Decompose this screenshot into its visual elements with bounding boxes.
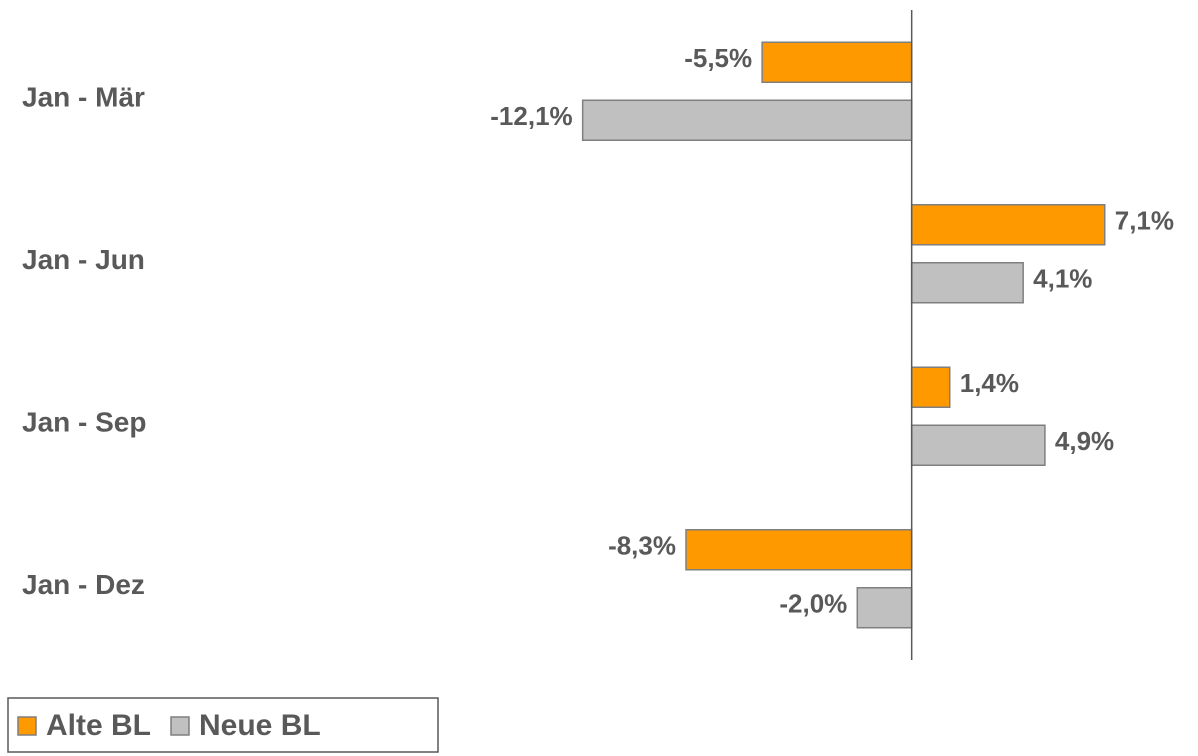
value-label: 7,1%	[1115, 206, 1174, 236]
value-label: 4,1%	[1033, 264, 1092, 294]
legend-label: Neue BL	[199, 709, 321, 742]
value-label: -5,5%	[684, 43, 752, 73]
category-label: Jan - Dez	[22, 569, 145, 600]
value-label: -2,0%	[779, 589, 847, 619]
bar	[910, 424, 1046, 466]
value-label: -12,1%	[490, 101, 572, 131]
category-label: Jan - Jun	[22, 244, 145, 275]
bar	[761, 41, 913, 83]
legend-box	[7, 697, 439, 753]
legend-label: Alte BL	[46, 709, 151, 742]
category-label: Jan - Mär	[22, 82, 145, 113]
category-label: Jan - Sep	[22, 407, 146, 438]
legend-swatch	[170, 716, 190, 736]
bar	[685, 529, 913, 571]
value-label: 1,4%	[960, 368, 1019, 398]
bar	[856, 587, 913, 629]
bar	[910, 204, 1106, 246]
bar	[910, 366, 951, 408]
bar	[581, 99, 913, 141]
value-label: -8,3%	[608, 531, 676, 561]
bar	[910, 262, 1024, 304]
value-label: 4,9%	[1055, 426, 1114, 456]
legend-swatch	[17, 716, 37, 736]
